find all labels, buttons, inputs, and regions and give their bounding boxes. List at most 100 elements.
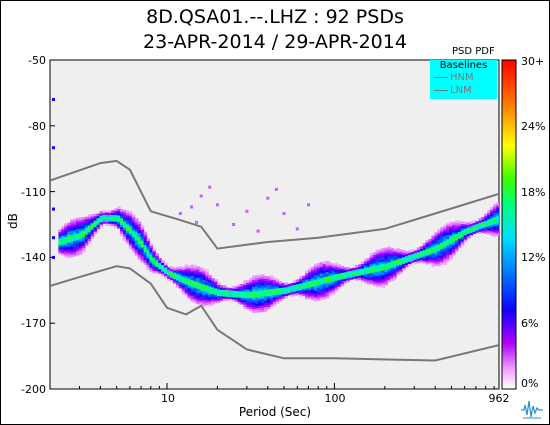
pdf-cell (311, 284, 315, 287)
pdf-cell (78, 225, 83, 229)
pdf-cell (67, 242, 71, 245)
pdf-cell (478, 220, 482, 223)
pdf-cell (463, 234, 468, 238)
pdf-cell (381, 283, 386, 286)
pdf-cell (443, 262, 447, 266)
pdf-cell (264, 309, 268, 312)
y-axis-label: dB (6, 213, 20, 229)
pdf-cell (211, 300, 215, 303)
pdf-cell (196, 279, 200, 283)
pdf-cell (308, 289, 312, 293)
pdf-cell (73, 253, 77, 257)
pdf-cell (469, 234, 474, 238)
pdf-cell (219, 285, 224, 288)
pdf-cell (481, 219, 485, 222)
pdf-cell (460, 227, 465, 231)
pdf-cell (454, 222, 459, 226)
pdf-cell (205, 278, 209, 281)
pdf-cell (440, 233, 444, 237)
pdf-cell (123, 212, 127, 215)
pdf-cell (249, 291, 253, 294)
pdf-cell (181, 280, 186, 284)
pdf-cell (393, 253, 397, 256)
pdf-cell (266, 306, 271, 310)
pdf-cell (131, 219, 136, 222)
pdf-cell (125, 223, 130, 227)
pdf-cell (269, 275, 274, 279)
pdf-cell (425, 246, 430, 250)
pdf-cell (366, 260, 371, 263)
pdf-cell (249, 293, 253, 296)
pdf-cell (296, 281, 300, 285)
pdf-cell (281, 287, 286, 290)
pdf-cell (184, 286, 189, 289)
pdf-cell (434, 261, 438, 264)
pdf-cell (181, 267, 186, 271)
pdf-cell (466, 235, 471, 239)
pdf-cell (240, 295, 245, 298)
pdf-cell (261, 289, 265, 293)
pdf-cell (143, 244, 148, 248)
y-tick-label: -170 (21, 317, 46, 330)
pdf-cell (308, 293, 312, 297)
pdf-cell (125, 210, 130, 214)
pdf-cell (261, 307, 265, 310)
pdf-cell (387, 279, 391, 283)
pdf-cell (381, 261, 386, 264)
pdf-cell (407, 261, 412, 264)
pdf-cell (355, 267, 359, 270)
y-tick-label: -110 (21, 186, 46, 199)
pdf-cell (237, 290, 242, 294)
pdf-cell (490, 231, 494, 234)
pdf-cell (443, 258, 447, 261)
pdf-cell (437, 246, 441, 249)
pdf-cell (81, 225, 86, 229)
pdf-cell (164, 264, 168, 268)
pdf-cell (99, 211, 104, 214)
pdf-cell (487, 232, 491, 235)
pdf-cell (478, 226, 482, 230)
pdf-cell (434, 258, 438, 262)
pdf-cell (140, 225, 145, 228)
pdf-cell (319, 279, 324, 283)
pdf-cell (396, 252, 400, 255)
pdf-cell (178, 270, 183, 274)
pdf-cell (487, 230, 491, 233)
pdf-cell (137, 234, 142, 238)
pdf-cell (70, 232, 74, 236)
pdf-cell (428, 249, 433, 253)
pdf-cell (131, 247, 136, 251)
pdf-cell (237, 301, 242, 305)
pdf-cell (96, 222, 101, 225)
pdf-cell (334, 276, 339, 279)
pdf-cell (246, 306, 250, 310)
pdf-cell (64, 227, 68, 231)
pdf-cell (202, 303, 206, 307)
x-tick-label: 100 (324, 392, 346, 405)
pdf-cell (137, 252, 142, 255)
pdf-cell (369, 268, 374, 271)
pdf-cell (431, 257, 435, 261)
pdf-cell (311, 275, 315, 279)
pdf-cell (70, 245, 74, 249)
pdf-cell (281, 291, 286, 295)
pdf-cell (190, 282, 195, 285)
pdf-cell (93, 213, 98, 217)
pdf-cell (137, 221, 142, 225)
pdf-cell (73, 236, 77, 239)
pdf-cell (381, 281, 386, 284)
pdf-cell (484, 231, 488, 234)
pdf-cell (193, 269, 198, 273)
pdf-cell (305, 277, 309, 280)
pdf-cell (431, 255, 435, 258)
pdf-cell (325, 265, 330, 268)
pdf-cell (120, 215, 124, 219)
pdf-cell (266, 297, 271, 301)
pdf-cell (155, 260, 159, 263)
legend-item-hnm: HNM (434, 72, 474, 83)
pdf-cell (117, 206, 121, 209)
pdf-cell (375, 267, 380, 270)
pdf-cell (272, 290, 277, 294)
pdf-cell (120, 226, 124, 230)
pdf-cell (117, 221, 121, 225)
